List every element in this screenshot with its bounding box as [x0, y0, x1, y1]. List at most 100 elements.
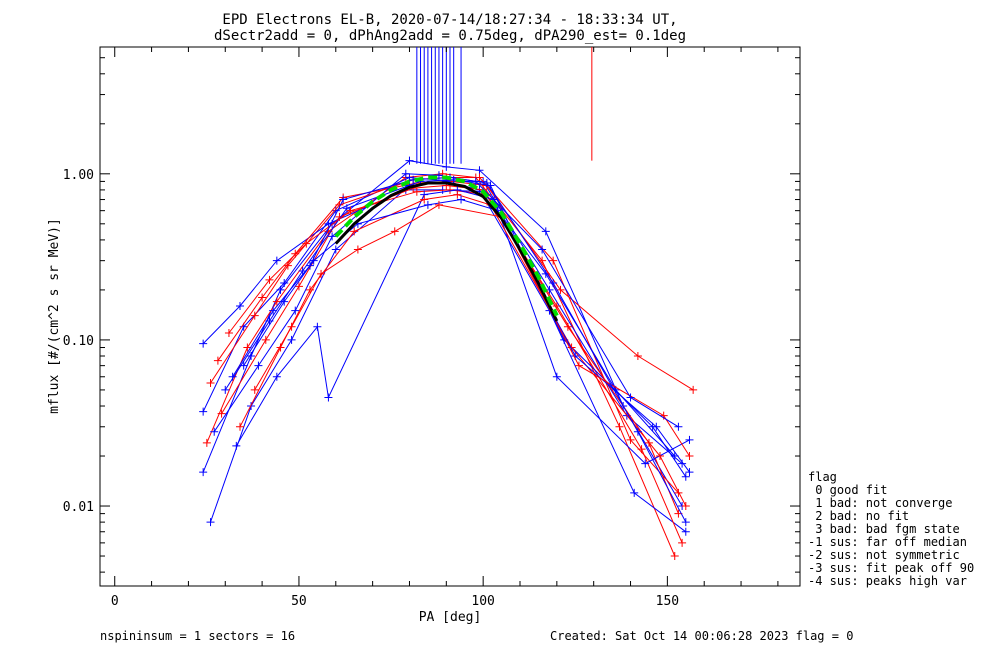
chart-title: EPD Electrons EL-B, 2020-07-14/18:27:34 …	[222, 12, 677, 28]
data-point-15-3	[339, 195, 348, 204]
series-12	[239, 195, 694, 477]
data-point-2-9	[678, 459, 687, 468]
series-9	[224, 185, 683, 518]
data-point-7-8	[637, 445, 646, 454]
data-point-2-0	[199, 407, 208, 416]
data-point-10-1	[272, 372, 281, 381]
curve-layer	[334, 175, 559, 322]
data-point-13-9	[685, 452, 694, 461]
data-point-9-0	[224, 329, 233, 338]
data-point-12-1	[280, 297, 289, 306]
data-point-14-2	[291, 306, 300, 315]
data-point-3-7	[549, 256, 558, 265]
series-15	[228, 173, 690, 527]
x-tick-label: 50	[291, 594, 307, 609]
footer-right: Created: Sat Oct 14 00:06:28 2023 flag =…	[550, 629, 853, 643]
data-point-13-2	[317, 269, 326, 278]
legend-item: 0 good fit	[808, 483, 887, 497]
data-point-0-0	[199, 468, 208, 477]
data-point-14-3	[328, 232, 337, 241]
series-5	[213, 177, 698, 394]
series-line-8	[224, 179, 687, 478]
x-tick-label: 100	[471, 594, 494, 609]
flag-legend: flag 0 good fit 1 bad: not converge 2 ba…	[808, 470, 974, 588]
series-1	[202, 169, 679, 561]
series-10	[232, 185, 694, 468]
legend-title: flag	[808, 470, 837, 484]
data-point-15-1	[269, 306, 278, 315]
data-point-15-7	[549, 279, 558, 288]
data-point-13-7	[574, 361, 583, 370]
series-6	[206, 177, 690, 536]
data-point-5-1	[258, 293, 267, 302]
data-point-11-9	[681, 502, 690, 511]
data-point-5-7	[556, 285, 565, 294]
data-point-10-0	[232, 441, 241, 450]
legend-item: 2 bad: no fit	[808, 509, 909, 523]
data-point-12-0	[239, 361, 248, 370]
data-point-12-9	[685, 468, 694, 477]
data-point-1-9	[670, 552, 679, 561]
series-7	[217, 181, 687, 547]
series-0	[199, 156, 687, 511]
data-point-8-9	[681, 472, 690, 481]
series-line-13	[254, 204, 690, 457]
data-point-10-7	[552, 372, 561, 381]
data-point-15-8	[633, 427, 642, 436]
data-point-14-7	[538, 245, 547, 254]
data-point-1-2	[272, 297, 281, 306]
data-point-2-2	[280, 279, 289, 288]
data-point-1-0	[202, 438, 211, 447]
data-point-13-3	[353, 245, 362, 254]
data-point-6-2	[287, 335, 296, 344]
data-point-12-4	[423, 200, 432, 209]
chart-subtitle: dSectr2add = 0, dPhAng2add = 0.75deg, dP…	[214, 28, 686, 44]
data-point-15-2	[306, 261, 314, 270]
data-point-4-1	[236, 302, 244, 311]
series-line-9	[228, 189, 679, 514]
data-point-11-3	[350, 227, 359, 236]
series-line-7	[221, 184, 683, 544]
data-point-10-8	[641, 459, 650, 468]
data-point-3-8	[626, 435, 635, 444]
data-point-5-0	[213, 356, 222, 365]
legend-item: -1 sus: far off median	[808, 535, 967, 549]
series-line-6	[210, 180, 687, 533]
y-axis-label: mflux [#/(cm^2 s sr MeV)]	[47, 218, 62, 414]
data-point-6-3	[331, 245, 340, 254]
data-point-14-9	[674, 422, 683, 431]
data-point-10-3	[324, 393, 333, 402]
data-point-4-2	[272, 256, 281, 265]
series-line-15	[232, 176, 687, 523]
data-point-13-0	[250, 385, 259, 394]
data-point-12-8	[652, 422, 661, 431]
data-point-3-6	[475, 173, 484, 182]
legend-item: -2 sus: not symmetric	[808, 548, 960, 562]
data-point-10-9	[685, 435, 694, 444]
data-point-7-2	[294, 282, 303, 291]
series-line-3	[210, 177, 679, 494]
series-line-12	[243, 198, 690, 473]
footer-left: nspininsum = 1 sectors = 16	[100, 629, 295, 643]
data-point-7-0	[217, 409, 226, 418]
median-curve	[334, 181, 559, 322]
data-point-9-3	[346, 206, 355, 215]
data-point-13-5	[434, 200, 443, 209]
x-tick-label: 0	[111, 594, 119, 609]
y-tick-label: 0.10	[63, 334, 94, 349]
series-3	[206, 173, 683, 497]
data-point-5-8	[633, 352, 642, 361]
data-point-9-1	[265, 275, 274, 284]
data-point-14-0	[210, 427, 219, 436]
data-point-3-1	[250, 311, 259, 320]
data-point-9-7	[563, 322, 572, 331]
series-layer	[199, 156, 698, 561]
legend-item: 1 bad: not converge	[808, 496, 953, 510]
series-line-14	[213, 173, 679, 432]
data-point-11-0	[236, 422, 244, 431]
data-point-11-4	[420, 195, 429, 204]
footer: nspininsum = 1 sectors = 16 Created: Sat…	[100, 629, 853, 643]
x-axis-label: PA [deg]	[419, 610, 482, 625]
series-line-1	[206, 173, 676, 557]
